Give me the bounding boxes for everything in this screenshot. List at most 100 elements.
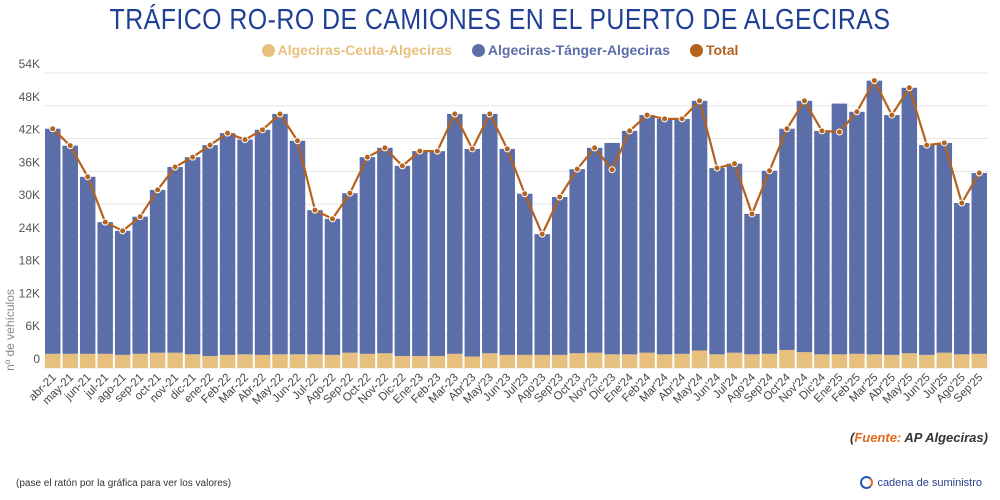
bar-tanger[interactable]: [534, 234, 550, 355]
bar-ceuta[interactable]: [237, 354, 253, 368]
bar-ceuta[interactable]: [97, 353, 113, 368]
bar-ceuta[interactable]: [534, 354, 550, 368]
total-point[interactable]: [678, 115, 686, 123]
bar-tanger[interactable]: [849, 111, 865, 354]
bar-tanger[interactable]: [482, 113, 498, 354]
bar-ceuta[interactable]: [254, 354, 271, 368]
legend-item-total[interactable]: Total: [689, 42, 738, 58]
bar-tanger[interactable]: [324, 218, 341, 355]
bar-ceuta[interactable]: [202, 355, 218, 368]
bar-tanger[interactable]: [971, 172, 987, 354]
bar-tanger[interactable]: [45, 128, 61, 354]
bar-tanger[interactable]: [237, 139, 253, 355]
bar-tanger[interactable]: [726, 163, 743, 353]
bar-tanger[interactable]: [429, 151, 446, 356]
bar-ceuta[interactable]: [79, 353, 96, 368]
bar-ceuta[interactable]: [324, 354, 341, 368]
bar-tanger[interactable]: [691, 100, 708, 351]
total-point[interactable]: [206, 141, 214, 149]
bar-ceuta[interactable]: [359, 353, 376, 368]
bar-tanger[interactable]: [97, 222, 113, 354]
bar-ceuta[interactable]: [62, 353, 78, 368]
bar-tanger[interactable]: [499, 148, 515, 355]
bar-ceuta[interactable]: [167, 352, 183, 368]
total-point[interactable]: [538, 230, 546, 238]
bar-tanger[interactable]: [674, 118, 690, 354]
total-point[interactable]: [958, 199, 966, 207]
bar-ceuta[interactable]: [307, 354, 323, 368]
bar-ceuta[interactable]: [849, 353, 865, 368]
total-point[interactable]: [731, 160, 739, 168]
bar-tanger[interactable]: [779, 128, 795, 350]
total-point[interactable]: [870, 77, 878, 85]
bar-ceuta[interactable]: [219, 354, 236, 368]
bar-ceuta[interactable]: [971, 353, 987, 368]
total-point[interactable]: [136, 213, 144, 221]
total-point[interactable]: [765, 167, 773, 175]
bar-tanger[interactable]: [604, 142, 620, 355]
bar-ceuta[interactable]: [831, 354, 848, 368]
bar-ceuta[interactable]: [709, 354, 725, 368]
total-point[interactable]: [398, 162, 406, 170]
bar-ceuta[interactable]: [342, 352, 358, 368]
bar-tanger[interactable]: [114, 230, 131, 355]
bar-ceuta[interactable]: [586, 352, 603, 368]
bar-ceuta[interactable]: [744, 354, 760, 368]
bar-tanger[interactable]: [377, 147, 393, 354]
bar-ceuta[interactable]: [184, 354, 201, 368]
total-point[interactable]: [923, 141, 931, 149]
total-point[interactable]: [259, 126, 267, 134]
total-point[interactable]: [101, 218, 109, 226]
bar-tanger[interactable]: [167, 166, 183, 353]
bar-ceuta[interactable]: [412, 355, 428, 368]
total-point[interactable]: [241, 136, 249, 144]
bar-tanger[interactable]: [936, 142, 953, 353]
bar-tanger[interactable]: [901, 87, 918, 354]
total-point[interactable]: [905, 84, 913, 92]
bar-tanger[interactable]: [464, 148, 481, 357]
total-point[interactable]: [748, 210, 756, 218]
total-point[interactable]: [591, 144, 599, 152]
bar-tanger[interactable]: [517, 193, 533, 355]
total-point[interactable]: [661, 115, 669, 123]
total-point[interactable]: [800, 97, 808, 105]
total-point[interactable]: [66, 142, 74, 150]
bar-ceuta[interactable]: [691, 350, 708, 368]
total-point[interactable]: [433, 147, 441, 155]
total-point[interactable]: [224, 129, 232, 137]
total-point[interactable]: [468, 145, 476, 153]
total-point[interactable]: [328, 215, 336, 223]
bar-tanger[interactable]: [412, 151, 428, 356]
total-point[interactable]: [311, 206, 319, 214]
total-point[interactable]: [643, 111, 651, 119]
bar-ceuta[interactable]: [377, 353, 393, 368]
bar-ceuta[interactable]: [447, 353, 463, 368]
bar-ceuta[interactable]: [621, 354, 638, 368]
bar-ceuta[interactable]: [551, 354, 568, 368]
bar-tanger[interactable]: [79, 176, 96, 354]
total-point[interactable]: [853, 108, 861, 116]
bar-ceuta[interactable]: [149, 352, 166, 368]
total-point[interactable]: [293, 137, 301, 145]
total-point[interactable]: [416, 147, 424, 155]
bar-tanger[interactable]: [184, 157, 201, 355]
bar-tanger[interactable]: [831, 103, 848, 355]
bar-tanger[interactable]: [586, 147, 603, 353]
chart-plot[interactable]: 0 6K 12K 18K 24K 30K 36K 42K 48K 54K nº de vehícul…: [0, 0, 1000, 430]
bar-tanger[interactable]: [954, 203, 970, 355]
total-point[interactable]: [940, 139, 948, 147]
bar-ceuta[interactable]: [289, 354, 306, 368]
bar-ceuta[interactable]: [482, 353, 498, 368]
bar-ceuta[interactable]: [464, 356, 481, 368]
bar-tanger[interactable]: [272, 113, 288, 355]
total-point[interactable]: [119, 227, 127, 235]
bar-ceuta[interactable]: [656, 354, 673, 368]
bar-ceuta[interactable]: [726, 352, 743, 368]
bar-ceuta[interactable]: [639, 352, 655, 368]
total-point[interactable]: [84, 173, 92, 181]
total-point[interactable]: [783, 125, 791, 133]
bar-ceuta[interactable]: [132, 353, 148, 368]
total-point[interactable]: [818, 127, 826, 135]
bar-tanger[interactable]: [219, 133, 236, 355]
bar-tanger[interactable]: [761, 170, 778, 354]
